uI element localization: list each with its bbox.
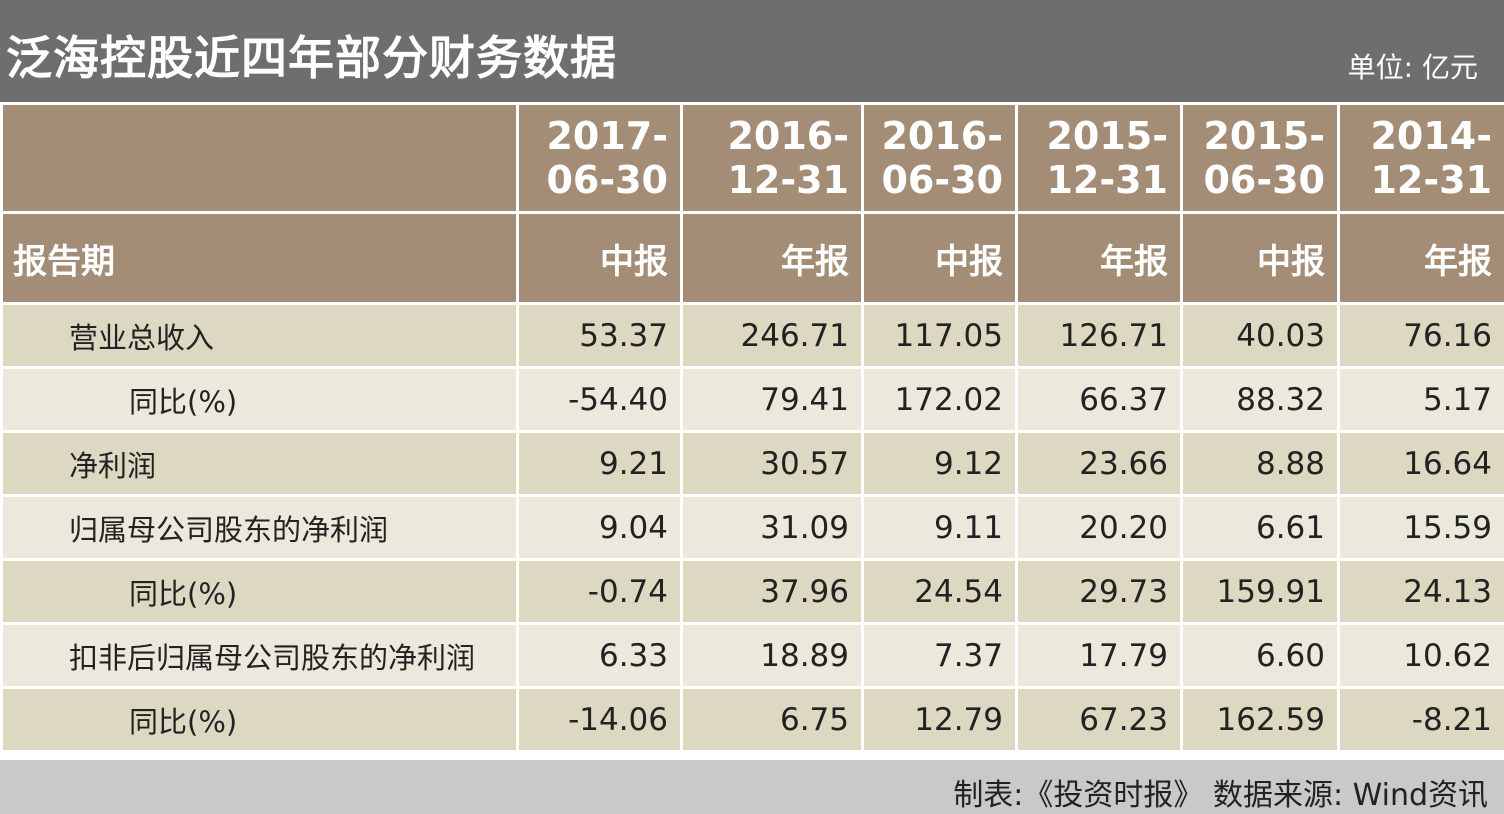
date-year: 2015- bbox=[1046, 114, 1168, 158]
cell-value: 246.71 bbox=[680, 302, 864, 369]
source-note: 制表:《投资时报》 数据来源: Wind资讯 bbox=[953, 778, 1488, 813]
date-monthday: 12-31 bbox=[1046, 158, 1168, 202]
cell-value: 9.21 bbox=[516, 430, 683, 497]
cell-value: 29.73 bbox=[1015, 558, 1183, 625]
period-label: 报告期 bbox=[0, 211, 519, 305]
cell-value: 126.71 bbox=[1015, 302, 1183, 369]
footer-bar: 制表:《投资时报》 数据来源: Wind资讯 bbox=[0, 760, 1504, 814]
row-label: 扣非后归属母公司股东的净利润 bbox=[0, 622, 519, 689]
cell-value: 172.02 bbox=[861, 366, 1018, 433]
date-monthday: 12-31 bbox=[1370, 158, 1492, 202]
cell-value: 117.05 bbox=[861, 302, 1018, 369]
cell-value: 159.91 bbox=[1180, 558, 1340, 625]
cell-value: 6.33 bbox=[516, 622, 683, 689]
table-row: 营业总收入 53.37 246.71 117.05 126.71 40.03 7… bbox=[0, 302, 1504, 369]
cell-value: 23.66 bbox=[1015, 430, 1183, 497]
cell-value: 24.13 bbox=[1337, 558, 1504, 625]
row-label: 归属母公司股东的净利润 bbox=[0, 494, 519, 561]
cell-value: 15.59 bbox=[1337, 494, 1504, 561]
date-year: 2014- bbox=[1370, 114, 1492, 158]
date-monthday: 06-30 bbox=[881, 158, 1003, 202]
cell-value: 66.37 bbox=[1015, 366, 1183, 433]
cell-value: 76.16 bbox=[1337, 302, 1504, 369]
cell-value: 6.75 bbox=[680, 686, 864, 753]
cell-value: 88.32 bbox=[1180, 366, 1340, 433]
cell-value: 79.41 bbox=[680, 366, 864, 433]
date-year: 2016- bbox=[881, 114, 1003, 158]
report-type: 年报 bbox=[1337, 211, 1504, 305]
table-row: 净利润 9.21 30.57 9.12 23.66 8.88 16.64 bbox=[0, 430, 1504, 497]
cell-value: 18.89 bbox=[680, 622, 864, 689]
cell-value: -0.74 bbox=[516, 558, 683, 625]
cell-value: -8.21 bbox=[1337, 686, 1504, 753]
table-row: 归属母公司股东的净利润 9.04 31.09 9.11 20.20 6.61 1… bbox=[0, 494, 1504, 561]
cell-value: 6.61 bbox=[1180, 494, 1340, 561]
table-row: 扣非后归属母公司股东的净利润 6.33 18.89 7.37 17.79 6.6… bbox=[0, 622, 1504, 689]
cell-value: 10.62 bbox=[1337, 622, 1504, 689]
cell-value: 67.23 bbox=[1015, 686, 1183, 753]
report-type: 中报 bbox=[1180, 211, 1340, 305]
column-date: 2015- 06-30 bbox=[1180, 102, 1340, 214]
report-type: 年报 bbox=[1015, 211, 1183, 305]
cell-value: 7.37 bbox=[861, 622, 1018, 689]
date-monthday: 06-30 bbox=[1203, 158, 1325, 202]
cell-value: 53.37 bbox=[516, 302, 683, 369]
date-year: 2015- bbox=[1203, 114, 1325, 158]
header-corner-cell bbox=[0, 102, 519, 214]
column-date: 2015- 12-31 bbox=[1015, 102, 1183, 214]
cell-value: 162.59 bbox=[1180, 686, 1340, 753]
title-bar: 泛海控股近四年部分财务数据 单位: 亿元 bbox=[0, 0, 1504, 102]
date-monthday: 12-31 bbox=[727, 158, 849, 202]
cell-value: 20.20 bbox=[1015, 494, 1183, 561]
column-date: 2017- 06-30 bbox=[516, 102, 683, 214]
cell-value: 24.54 bbox=[861, 558, 1018, 625]
cell-value: 31.09 bbox=[680, 494, 864, 561]
report-type: 年报 bbox=[680, 211, 864, 305]
report-type: 中报 bbox=[516, 211, 683, 305]
cell-value: 9.11 bbox=[861, 494, 1018, 561]
date-year: 2016- bbox=[727, 114, 849, 158]
cell-value: 37.96 bbox=[680, 558, 864, 625]
cell-value: 9.12 bbox=[861, 430, 1018, 497]
row-label: 营业总收入 bbox=[0, 302, 519, 369]
date-header-row: 2017- 06-30 2016- 12-31 2016- 06-30 2015- 12… bbox=[0, 102, 1504, 214]
table-row: 同比(%) -0.74 37.96 24.54 29.73 159.91 24.… bbox=[0, 558, 1504, 625]
page-title: 泛海控股近四年部分财务数据 bbox=[6, 31, 617, 85]
row-label: 同比(%) bbox=[0, 686, 519, 753]
column-date: 2016- 12-31 bbox=[680, 102, 864, 214]
row-label: 同比(%) bbox=[0, 366, 519, 433]
row-label: 同比(%) bbox=[0, 558, 519, 625]
cell-value: -14.06 bbox=[516, 686, 683, 753]
row-label: 净利润 bbox=[0, 430, 519, 497]
cell-value: 17.79 bbox=[1015, 622, 1183, 689]
financial-table: 2017- 06-30 2016- 12-31 2016- 06-30 2015- 12… bbox=[0, 102, 1504, 753]
cell-value: 6.60 bbox=[1180, 622, 1340, 689]
report-type-row: 报告期 中报 年报 中报 年报 中报 年报 bbox=[0, 211, 1504, 305]
column-date: 2014- 12-31 bbox=[1337, 102, 1504, 214]
report-type: 中报 bbox=[861, 211, 1018, 305]
cell-value: 16.64 bbox=[1337, 430, 1504, 497]
cell-value: 12.79 bbox=[861, 686, 1018, 753]
table-row: 同比(%) -14.06 6.75 12.79 67.23 162.59 -8.… bbox=[0, 686, 1504, 753]
table-row: 同比(%) -54.40 79.41 172.02 66.37 88.32 5.… bbox=[0, 366, 1504, 433]
unit-label: 单位: 亿元 bbox=[1347, 51, 1478, 84]
cell-value: 9.04 bbox=[516, 494, 683, 561]
cell-value: -54.40 bbox=[516, 366, 683, 433]
cell-value: 40.03 bbox=[1180, 302, 1340, 369]
cell-value: 8.88 bbox=[1180, 430, 1340, 497]
cell-value: 30.57 bbox=[680, 430, 864, 497]
date-year: 2017- bbox=[546, 114, 668, 158]
cell-value: 5.17 bbox=[1337, 366, 1504, 433]
column-date: 2016- 06-30 bbox=[861, 102, 1018, 214]
date-monthday: 06-30 bbox=[546, 158, 668, 202]
